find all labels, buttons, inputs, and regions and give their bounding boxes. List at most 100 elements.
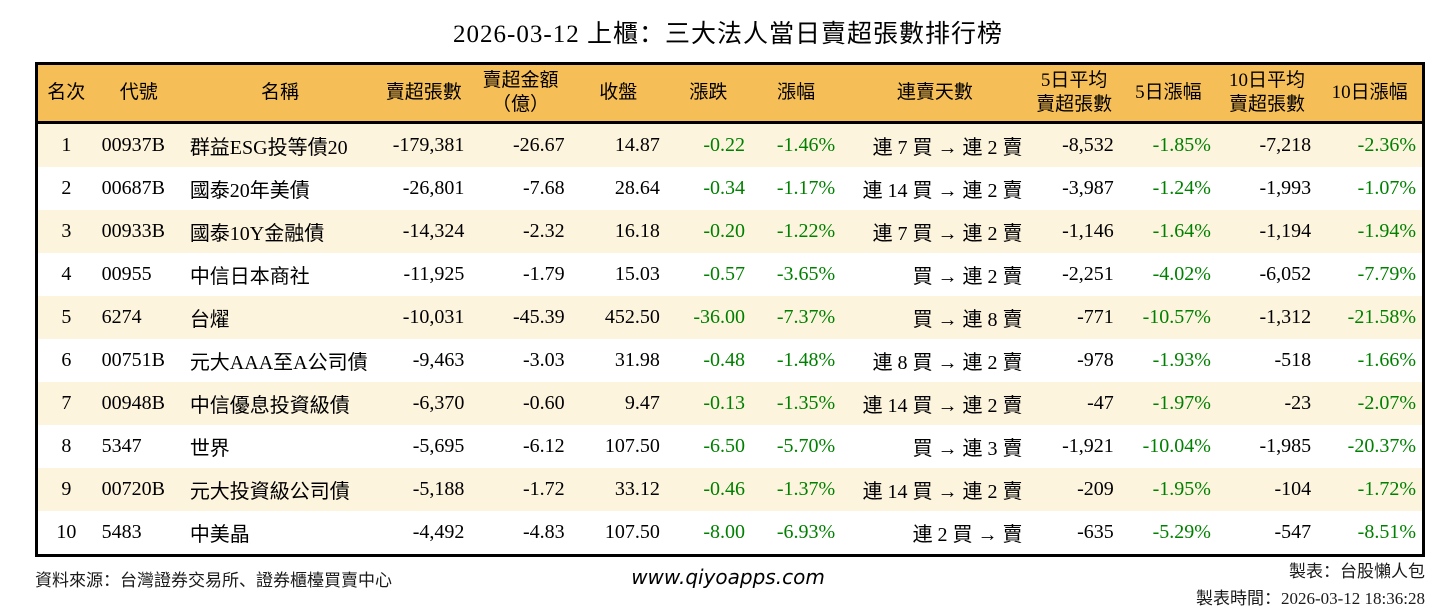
cell-rank: 10 bbox=[56, 521, 77, 543]
header-cell-sell-amount: 賣超金額 （億） bbox=[470, 63, 571, 124]
cell-name: 國泰10Y金融債 bbox=[189, 223, 325, 245]
cell-avg5-volume: -978 bbox=[1077, 349, 1114, 371]
ranking-table: 名次 代號 名稱 賣超張數 賣超金額 （億） 收盤 漲跌 漲幅 連賣天數 5日平均 賣超張數 5日漲… bbox=[35, 62, 1425, 557]
cell-change: -0.46 bbox=[703, 478, 745, 500]
cell-code: 5483 bbox=[101, 521, 142, 543]
cell-change: -0.57 bbox=[703, 263, 745, 285]
cell-code: 00955 bbox=[101, 263, 152, 285]
cell-pct5: -1.95% bbox=[1152, 478, 1211, 500]
footer-website: www.qiyoapps.com bbox=[631, 565, 825, 589]
cell-pct5: -10.57% bbox=[1142, 306, 1211, 328]
cell-sell-streak: 連 14 買 → 連 2 賣 bbox=[862, 180, 1023, 202]
cell-avg10-volume: -1,312 bbox=[1259, 306, 1312, 328]
cell-sell-amount: -45.39 bbox=[512, 306, 565, 328]
cell-avg10-volume: -7,218 bbox=[1259, 134, 1312, 156]
cell-pct10: -1.72% bbox=[1357, 478, 1416, 500]
header-cell-change-pct: 漲幅 bbox=[750, 63, 842, 124]
cell-code: 00720B bbox=[101, 478, 165, 500]
cell-pct5: -5.29% bbox=[1152, 521, 1211, 543]
cell-pct10: -21.58% bbox=[1347, 306, 1416, 328]
cell-sell-amount: -3.03 bbox=[522, 349, 565, 371]
cell-name: 世界 bbox=[189, 438, 230, 460]
cell-close: 107.50 bbox=[604, 521, 660, 543]
cell-change: -0.48 bbox=[703, 349, 745, 371]
cell-close: 14.87 bbox=[614, 134, 660, 156]
cell-avg5-volume: -1,921 bbox=[1062, 435, 1114, 457]
cell-avg10-volume: -1,194 bbox=[1259, 220, 1312, 242]
cell-sell-volume: -5,695 bbox=[412, 435, 465, 457]
cell-sell-streak: 買 → 連 3 賣 bbox=[912, 438, 1023, 460]
table-row: 1 00937B 群益ESG投等債20 -179,381 -26.67 14.87 -0.2… bbox=[36, 122, 1424, 167]
cell-code: 6274 bbox=[101, 306, 142, 328]
table-row: 8 5347 世界 -5,695 -6.12 107.50 -6.50 -5.70% 買 → 連… bbox=[37, 425, 1424, 468]
cell-sell-volume: -11,925 bbox=[403, 263, 465, 285]
footer-source: 資料來源：台灣證券交易所、證券櫃檯買賣中心 bbox=[35, 571, 392, 590]
header-cell-sell-volume: 賣超張數 bbox=[377, 63, 471, 124]
cell-close: 107.50 bbox=[604, 435, 660, 457]
cell-pct10: -8.51% bbox=[1357, 521, 1416, 543]
cell-rank: 1 bbox=[61, 134, 72, 156]
header-cell-rank: 名次 bbox=[36, 63, 95, 124]
cell-sell-volume: -14,324 bbox=[402, 220, 465, 242]
cell-pct5: -10.04% bbox=[1142, 435, 1211, 457]
table-row: 7 00948B 中信優息投資級債 -6,370 -0.60 9.47 -0.13 -1.35… bbox=[36, 382, 1424, 425]
cell-pct5: -1.24% bbox=[1152, 177, 1211, 199]
table-row: 9 00720B 元大投資級公司債 -5,188 -1.72 33.12 -0.46 -1.3… bbox=[36, 468, 1424, 511]
table-row: 4 00955 中信日本商社 -11,925 -1.79 15.03 -0.57 -3.65%… bbox=[37, 253, 1424, 296]
cell-change: -8.00 bbox=[703, 521, 745, 543]
cell-sell-volume: -4,492 bbox=[412, 521, 465, 543]
cell-name: 中信日本商社 bbox=[189, 266, 310, 288]
cell-name: 國泰20年美債 bbox=[189, 180, 310, 202]
cell-sell-volume: -26,801 bbox=[402, 177, 465, 199]
cell-sell-amount: -4.83 bbox=[522, 521, 565, 543]
cell-code: 00948B bbox=[101, 392, 165, 414]
cell-sell-volume: -10,031 bbox=[402, 306, 465, 328]
cell-code: 00937B bbox=[101, 134, 165, 156]
cell-code: 00933B bbox=[101, 220, 165, 242]
cell-avg10-volume: -518 bbox=[1274, 349, 1312, 371]
table-row: 5 6274 台燿 -10,031 -45.39 452.50 -36.00 -7.37% 買 … bbox=[36, 296, 1424, 339]
footer-author: 製表：台股懶人包 bbox=[1289, 562, 1425, 581]
cell-sell-amount: -0.60 bbox=[522, 392, 565, 414]
cell-pct10: -2.07% bbox=[1357, 392, 1416, 414]
table-body: 1 00937B 群益ESG投等債20 -179,381 -26.67 14.87 -0.2… bbox=[36, 122, 1424, 556]
cell-pct10: -7.79% bbox=[1357, 263, 1416, 285]
cell-rank: 9 bbox=[61, 478, 72, 500]
cell-change-pct: -5.70% bbox=[776, 435, 836, 457]
cell-avg5-volume: -3,987 bbox=[1062, 177, 1114, 199]
cell-change: -36.00 bbox=[693, 306, 745, 328]
table-row: 2 00687B 國泰20年美債 -26,801 -7.68 28.64 -0.34 -1.1… bbox=[37, 167, 1424, 210]
cell-pct5: -1.93% bbox=[1152, 349, 1211, 371]
cell-close: 33.12 bbox=[614, 478, 660, 500]
cell-change-pct: -7.37% bbox=[776, 306, 836, 328]
cell-avg5-volume: -47 bbox=[1087, 392, 1114, 414]
cell-avg5-volume: -635 bbox=[1077, 521, 1114, 543]
header-cell-change: 漲跌 bbox=[665, 63, 751, 124]
cell-avg5-volume: -8,532 bbox=[1062, 134, 1114, 156]
cell-rank: 6 bbox=[61, 349, 72, 371]
cell-sell-streak: 連 8 買 → 連 2 賣 bbox=[872, 352, 1023, 374]
cell-pct10: -2.36% bbox=[1357, 134, 1416, 156]
cell-avg10-volume: -547 bbox=[1274, 521, 1312, 543]
cell-avg5-volume: -1,146 bbox=[1062, 220, 1114, 242]
cell-pct10: -1.94% bbox=[1357, 220, 1416, 242]
header-cell-avg10-volume: 10日平均 賣超張數 bbox=[1216, 63, 1318, 124]
header-cell-code: 代號 bbox=[94, 63, 183, 124]
table-row: 10 5483 中美晶 -4,492 -4.83 107.50 -8.00 -6.93% 連 2… bbox=[37, 511, 1424, 556]
cell-rank: 3 bbox=[61, 220, 72, 242]
cell-name: 中美晶 bbox=[189, 524, 250, 546]
cell-close: 31.98 bbox=[614, 349, 660, 371]
cell-avg5-volume: -771 bbox=[1077, 306, 1114, 328]
cell-code: 5347 bbox=[101, 435, 142, 457]
cell-pct5: -1.64% bbox=[1152, 220, 1211, 242]
table-row: 3 00933B 國泰10Y金融債 -14,324 -2.32 16.18 -0.20 -1.… bbox=[36, 210, 1424, 253]
cell-rank: 8 bbox=[61, 435, 72, 457]
header-cell-pct5: 5日漲幅 bbox=[1119, 63, 1217, 124]
cell-avg5-volume: -2,251 bbox=[1062, 263, 1114, 285]
cell-sell-volume: -6,370 bbox=[412, 392, 465, 414]
cell-sell-volume: -9,463 bbox=[412, 349, 465, 371]
cell-close: 452.50 bbox=[604, 306, 660, 328]
cell-sell-streak: 連 7 買 → 連 2 賣 bbox=[872, 137, 1023, 159]
cell-rank: 4 bbox=[61, 263, 72, 285]
cell-code: 00751B bbox=[101, 349, 165, 371]
